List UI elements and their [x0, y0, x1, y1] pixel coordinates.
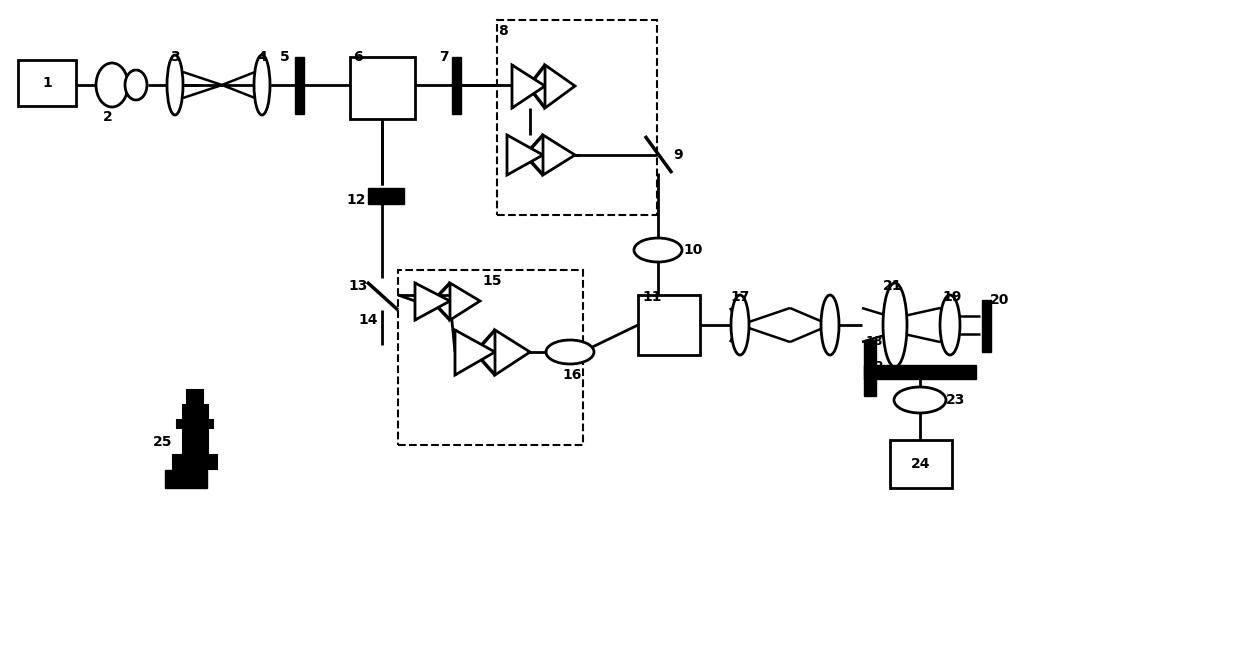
- Bar: [295, 57, 304, 114]
- Bar: [368, 188, 404, 204]
- Text: 5: 5: [280, 50, 290, 64]
- Polygon shape: [543, 135, 575, 175]
- Text: 11: 11: [642, 290, 661, 304]
- Text: 9: 9: [673, 148, 683, 162]
- Text: 6: 6: [353, 50, 362, 64]
- Text: 25: 25: [153, 435, 172, 449]
- Bar: [184, 405, 208, 455]
- Bar: [19, 60, 76, 106]
- Text: 24: 24: [911, 457, 931, 471]
- Ellipse shape: [254, 55, 270, 115]
- Text: 22: 22: [866, 360, 883, 373]
- Ellipse shape: [95, 63, 128, 107]
- Text: 12: 12: [346, 193, 366, 207]
- Ellipse shape: [883, 283, 906, 367]
- Text: 3: 3: [170, 50, 180, 64]
- Text: 20: 20: [990, 293, 1009, 307]
- Bar: [187, 390, 203, 408]
- Polygon shape: [415, 283, 450, 320]
- Text: 19: 19: [942, 290, 962, 304]
- Polygon shape: [450, 283, 480, 320]
- Text: 2: 2: [103, 110, 113, 124]
- Text: 4: 4: [257, 50, 267, 64]
- Ellipse shape: [940, 295, 960, 355]
- Polygon shape: [495, 330, 529, 375]
- Bar: [890, 440, 952, 488]
- Text: 10: 10: [683, 243, 702, 257]
- Text: 18: 18: [866, 335, 883, 348]
- Text: 1: 1: [42, 76, 52, 90]
- Bar: [453, 57, 461, 114]
- Ellipse shape: [634, 238, 682, 262]
- Bar: [165, 470, 207, 488]
- Text: 21: 21: [883, 279, 903, 293]
- Ellipse shape: [125, 70, 148, 100]
- Text: 15: 15: [482, 274, 501, 288]
- Text: 7: 7: [439, 50, 449, 64]
- Text: 17: 17: [730, 290, 750, 304]
- Polygon shape: [546, 65, 575, 108]
- Text: 16: 16: [562, 368, 582, 382]
- Polygon shape: [512, 65, 546, 108]
- Text: 23: 23: [946, 393, 966, 407]
- Bar: [398, 270, 583, 445]
- Bar: [497, 20, 657, 215]
- Ellipse shape: [546, 340, 594, 364]
- Bar: [350, 57, 415, 119]
- Bar: [639, 295, 701, 355]
- Bar: [177, 420, 213, 428]
- Polygon shape: [455, 330, 495, 375]
- Ellipse shape: [167, 55, 184, 115]
- Bar: [174, 455, 217, 469]
- Bar: [864, 365, 976, 379]
- Bar: [864, 340, 875, 396]
- Ellipse shape: [732, 295, 749, 355]
- Text: 14: 14: [358, 313, 377, 327]
- Polygon shape: [507, 135, 543, 175]
- Ellipse shape: [821, 295, 839, 355]
- Bar: [982, 300, 991, 352]
- Ellipse shape: [894, 387, 946, 413]
- Text: 8: 8: [498, 24, 507, 38]
- Text: 13: 13: [348, 279, 367, 293]
